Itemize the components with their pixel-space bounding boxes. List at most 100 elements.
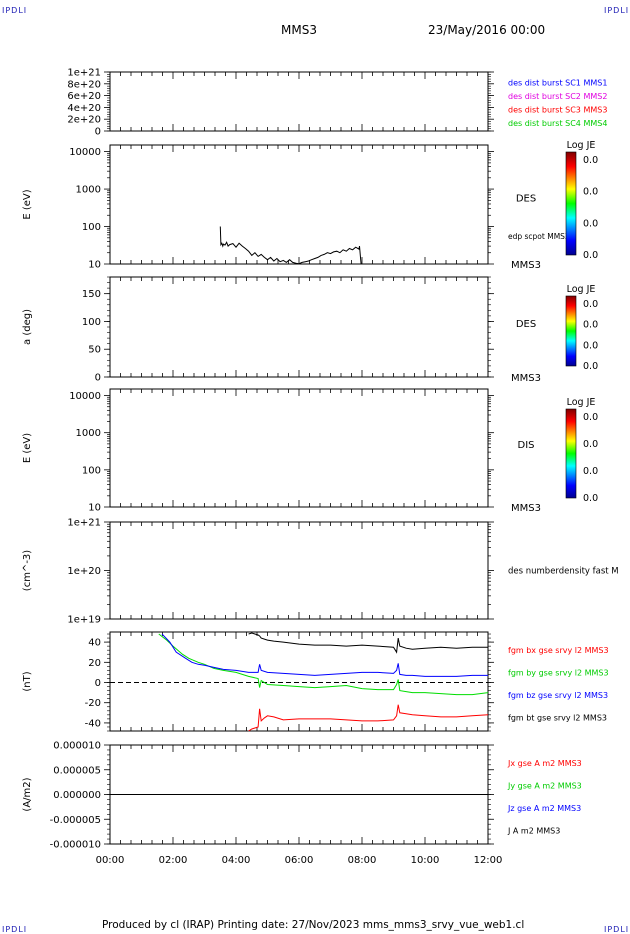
y-tick-label: 8e+20 <box>67 79 101 90</box>
legend-entry: des dist burst SC3 MMS3 <box>508 106 607 115</box>
panel-instrument-label: DIS <box>518 440 535 451</box>
spacecraft-title: MMS3 <box>281 23 317 37</box>
colorbar-tick-label: 0.0 <box>583 250 598 261</box>
x-tick-label: 12:00 <box>474 855 503 866</box>
y-tick-label: 1000 <box>76 185 101 196</box>
y-tick-label: 1e+19 <box>67 615 101 626</box>
y-tick-label: 1e+20 <box>67 566 101 577</box>
legend-entry: des dist burst SC4 MMS4 <box>508 119 607 128</box>
y-tick-label: 0 <box>95 127 101 138</box>
y-tick-label: 0 <box>95 678 101 689</box>
y-tick-label: 0.000000 <box>53 790 101 801</box>
colorbar-tick-label: 0.0 <box>583 155 598 166</box>
y-tick-label: 10000 <box>69 391 101 402</box>
series-line <box>158 633 489 696</box>
legend-entry: fgm bz gse srvy l2 MMS3 <box>508 691 608 700</box>
series-line <box>161 633 488 677</box>
series-line <box>248 704 489 732</box>
panel-spacecraft-label: MMS3 <box>511 260 541 271</box>
footer-info: Produced by cl (IRAP) Printing date: 27/… <box>102 919 525 931</box>
y-tick-label: 40 <box>88 638 101 649</box>
x-tick-label: 00:00 <box>96 855 125 866</box>
panel-density: 1e+19 1e+20 1e+21 (cm^-3) des numberdensity … <box>22 518 619 626</box>
y-tick-label: 0.000010 <box>53 741 101 752</box>
y-tick-label: -0.000010 <box>50 840 101 851</box>
y-tick-label: -0.000005 <box>50 815 101 826</box>
colorbar <box>565 408 577 499</box>
corner-label-top-right: IPDLI <box>604 6 630 15</box>
x-tick-label: 02:00 <box>159 855 188 866</box>
overlay-series-label: edp scpot MMS3 <box>508 232 570 241</box>
corner-label-bottom-right: IPDLI <box>604 925 630 934</box>
x-tick-label: 04:00 <box>222 855 251 866</box>
legend-entry: fgm by gse srvy l2 MMS3 <box>508 669 609 678</box>
colorbar-tick-label: 0.0 <box>583 320 598 331</box>
colorbar-tick-label: 0.0 <box>583 218 598 229</box>
y-tick-label: 6e+20 <box>67 91 101 102</box>
legend-entry: fgm bx gse srvy l2 MMS3 <box>508 646 609 655</box>
panel-spacecraft-label: MMS3 <box>511 503 541 514</box>
y-tick-label: 100 <box>82 222 101 233</box>
panel-des-pitch: 0 50 100 150 a (deg) DES MMS3 Log JE 0.0 0.0 0.0 0.… <box>22 276 598 384</box>
panel-des-energy: 10 100 1000 10000 E (eV) DES edp scpot MMS3 MMS… <box>22 140 598 271</box>
plot-frame <box>109 521 489 620</box>
y-axis-label: (A/m2) <box>22 777 33 811</box>
y-tick-label: -20 <box>85 698 101 709</box>
colorbar-title: Log JE <box>567 284 596 295</box>
legend-entry: fgm bt gse srvy l2 MMS3 <box>508 714 607 723</box>
panel-instrument-label: des numberdensity fast M <box>508 567 619 577</box>
corner-label-bottom-left: IPDLI <box>2 925 28 934</box>
y-tick-label: 50 <box>88 345 101 356</box>
y-tick-label: 0.000005 <box>53 765 101 776</box>
legend-entry: Jy gse A m2 MMS3 <box>507 782 582 791</box>
y-tick-label: 1000 <box>76 428 101 439</box>
colorbar-tick-label: 0.0 <box>583 361 598 372</box>
series-line <box>248 632 488 654</box>
legend-entry: Jx gse A m2 MMS3 <box>507 759 582 768</box>
y-tick-label: 100 <box>82 465 101 476</box>
colorbar <box>565 151 577 256</box>
colorbar-tick-label: 0.0 <box>583 299 598 310</box>
y-tick-label: 4e+20 <box>67 103 101 114</box>
panel-instrument-label: DES <box>516 319 536 330</box>
y-tick-label: 10 <box>88 503 101 514</box>
legend-entry: des dist burst SC1 MMS1 <box>508 79 607 88</box>
y-axis-label: (nT) <box>22 671 33 691</box>
plot-frame <box>109 71 489 132</box>
colorbar-tick-label: 0.0 <box>583 412 598 423</box>
panel-instrument-label: DES <box>516 194 536 205</box>
x-tick-label: 10:00 <box>411 855 440 866</box>
colorbar-tick-label: 0.0 <box>583 493 598 504</box>
y-tick-label: -40 <box>85 718 101 729</box>
date-title: 23/May/2016 00:00 <box>428 23 546 37</box>
x-tick-label: 06:00 <box>285 855 314 866</box>
y-axis-label: a (deg) <box>22 309 33 345</box>
colorbar <box>565 295 577 367</box>
series-line <box>219 226 362 265</box>
y-axis-label: E (eV) <box>22 433 33 463</box>
colorbar-tick-label: 0.0 <box>583 340 598 351</box>
legend-entry: des dist burst SC2 MMS2 <box>508 92 607 101</box>
colorbar-title: Log JE <box>567 140 596 151</box>
plot-frame <box>109 276 489 378</box>
legend-entry: J A m2 MMS3 <box>507 827 560 836</box>
y-tick-label: 1e+21 <box>67 68 101 79</box>
y-tick-label: 2e+20 <box>67 115 101 126</box>
colorbar-tick-label: 0.0 <box>583 439 598 450</box>
legend-entry: Jz gse A m2 MMS3 <box>507 804 581 813</box>
colorbar-tick-label: 0.0 <box>583 187 598 198</box>
y-axis-label: (cm^-3) <box>22 550 33 591</box>
y-tick-label: 0 <box>95 373 101 384</box>
colorbar-tick-label: 0.0 <box>583 466 598 477</box>
y-tick-label: 150 <box>82 289 101 300</box>
y-tick-label: 10 <box>88 260 101 271</box>
plot-frame <box>109 388 489 508</box>
y-tick-label: 100 <box>82 317 101 328</box>
corner-label-top-left: IPDLI <box>2 6 28 15</box>
colorbar-title: Log JE <box>567 397 596 408</box>
panel-dis-energy: 10 100 1000 10000 E (eV) DIS MMS3 Log JE 0.0 0.0 0… <box>22 388 598 514</box>
panel-bfield: -40 -20 0 20 40 (nT) fgm bx gse srvy l2 MMS3 fg… <box>22 631 609 732</box>
y-tick-label: 1e+21 <box>67 518 101 529</box>
